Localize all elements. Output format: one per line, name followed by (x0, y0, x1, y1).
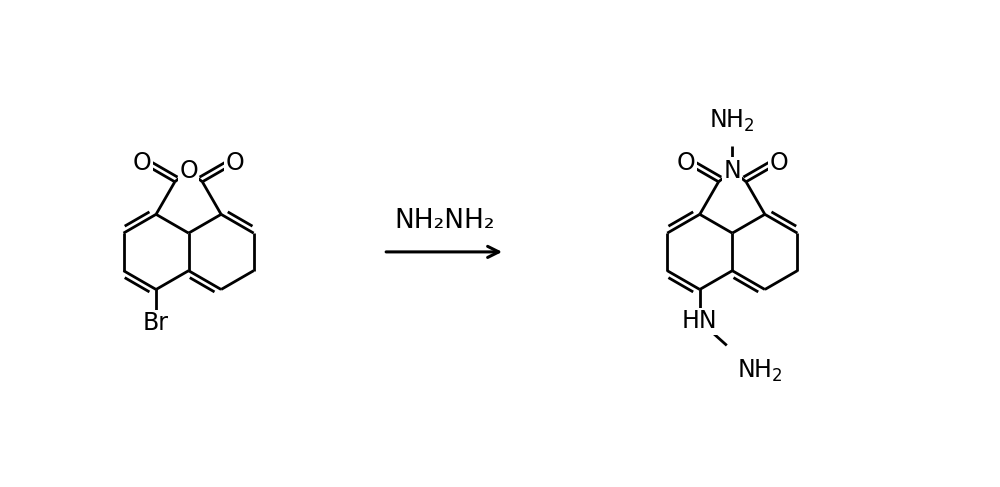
Text: O: O (226, 151, 244, 175)
Text: NH$_2$: NH$_2$ (737, 358, 782, 384)
Text: NH₂NH₂: NH₂NH₂ (394, 208, 494, 234)
Text: O: O (133, 151, 152, 175)
Text: Br: Br (143, 311, 169, 335)
Text: N: N (723, 159, 741, 183)
Text: HN: HN (682, 309, 718, 334)
Text: O: O (179, 159, 198, 183)
Text: O: O (769, 151, 788, 175)
Text: NH$_2$: NH$_2$ (709, 108, 755, 133)
Text: O: O (677, 151, 695, 175)
